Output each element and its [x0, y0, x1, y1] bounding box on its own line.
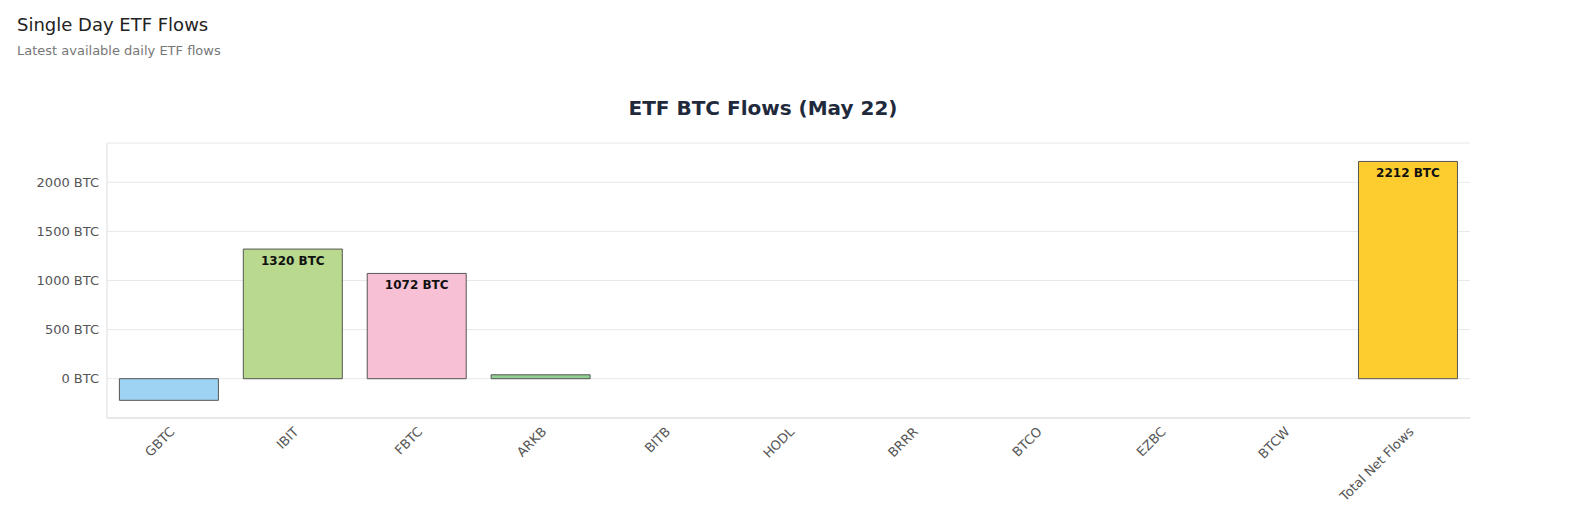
svg-text:1320 BTC: 1320 BTC	[261, 254, 325, 268]
html-text:ETF BTC Flows (May 22): ETF BTC Flows (May 22)	[628, 96, 898, 120]
svg-text:EZBC: EZBC	[1134, 424, 1169, 459]
svg-text:2000 BTC: 2000 BTC	[37, 175, 99, 190]
svg-text:0 BTC: 0 BTC	[61, 371, 99, 386]
svg-text:Total Net Flows: Total Net Flows	[1336, 424, 1417, 505]
svg-text:BTCW: BTCW	[1255, 424, 1293, 462]
svg-text:1072 BTC: 1072 BTC	[385, 278, 449, 292]
svg-text:500 BTC: 500 BTC	[45, 322, 99, 337]
svg-text:FBTC: FBTC	[392, 424, 426, 458]
svg-text:IBIT: IBIT	[274, 424, 302, 452]
svg-text:1500 BTC: 1500 BTC	[37, 224, 99, 239]
svg-text:BRRR: BRRR	[885, 424, 921, 460]
svg-text:HODL: HODL	[760, 424, 797, 461]
svg-text:ARKB: ARKB	[514, 424, 550, 460]
html-text:Single Day ETF Flows: Single Day ETF Flows	[17, 14, 209, 35]
html-text:Latest available daily ETF flo: Latest available daily ETF flows	[17, 43, 221, 58]
svg-text:2212 BTC: 2212 BTC	[1376, 166, 1440, 180]
svg-text:1000 BTC: 1000 BTC	[37, 273, 99, 288]
svg-text:BITB: BITB	[642, 424, 674, 456]
svg-text:BTCO: BTCO	[1009, 424, 1045, 460]
svg-text:GBTC: GBTC	[142, 424, 178, 460]
